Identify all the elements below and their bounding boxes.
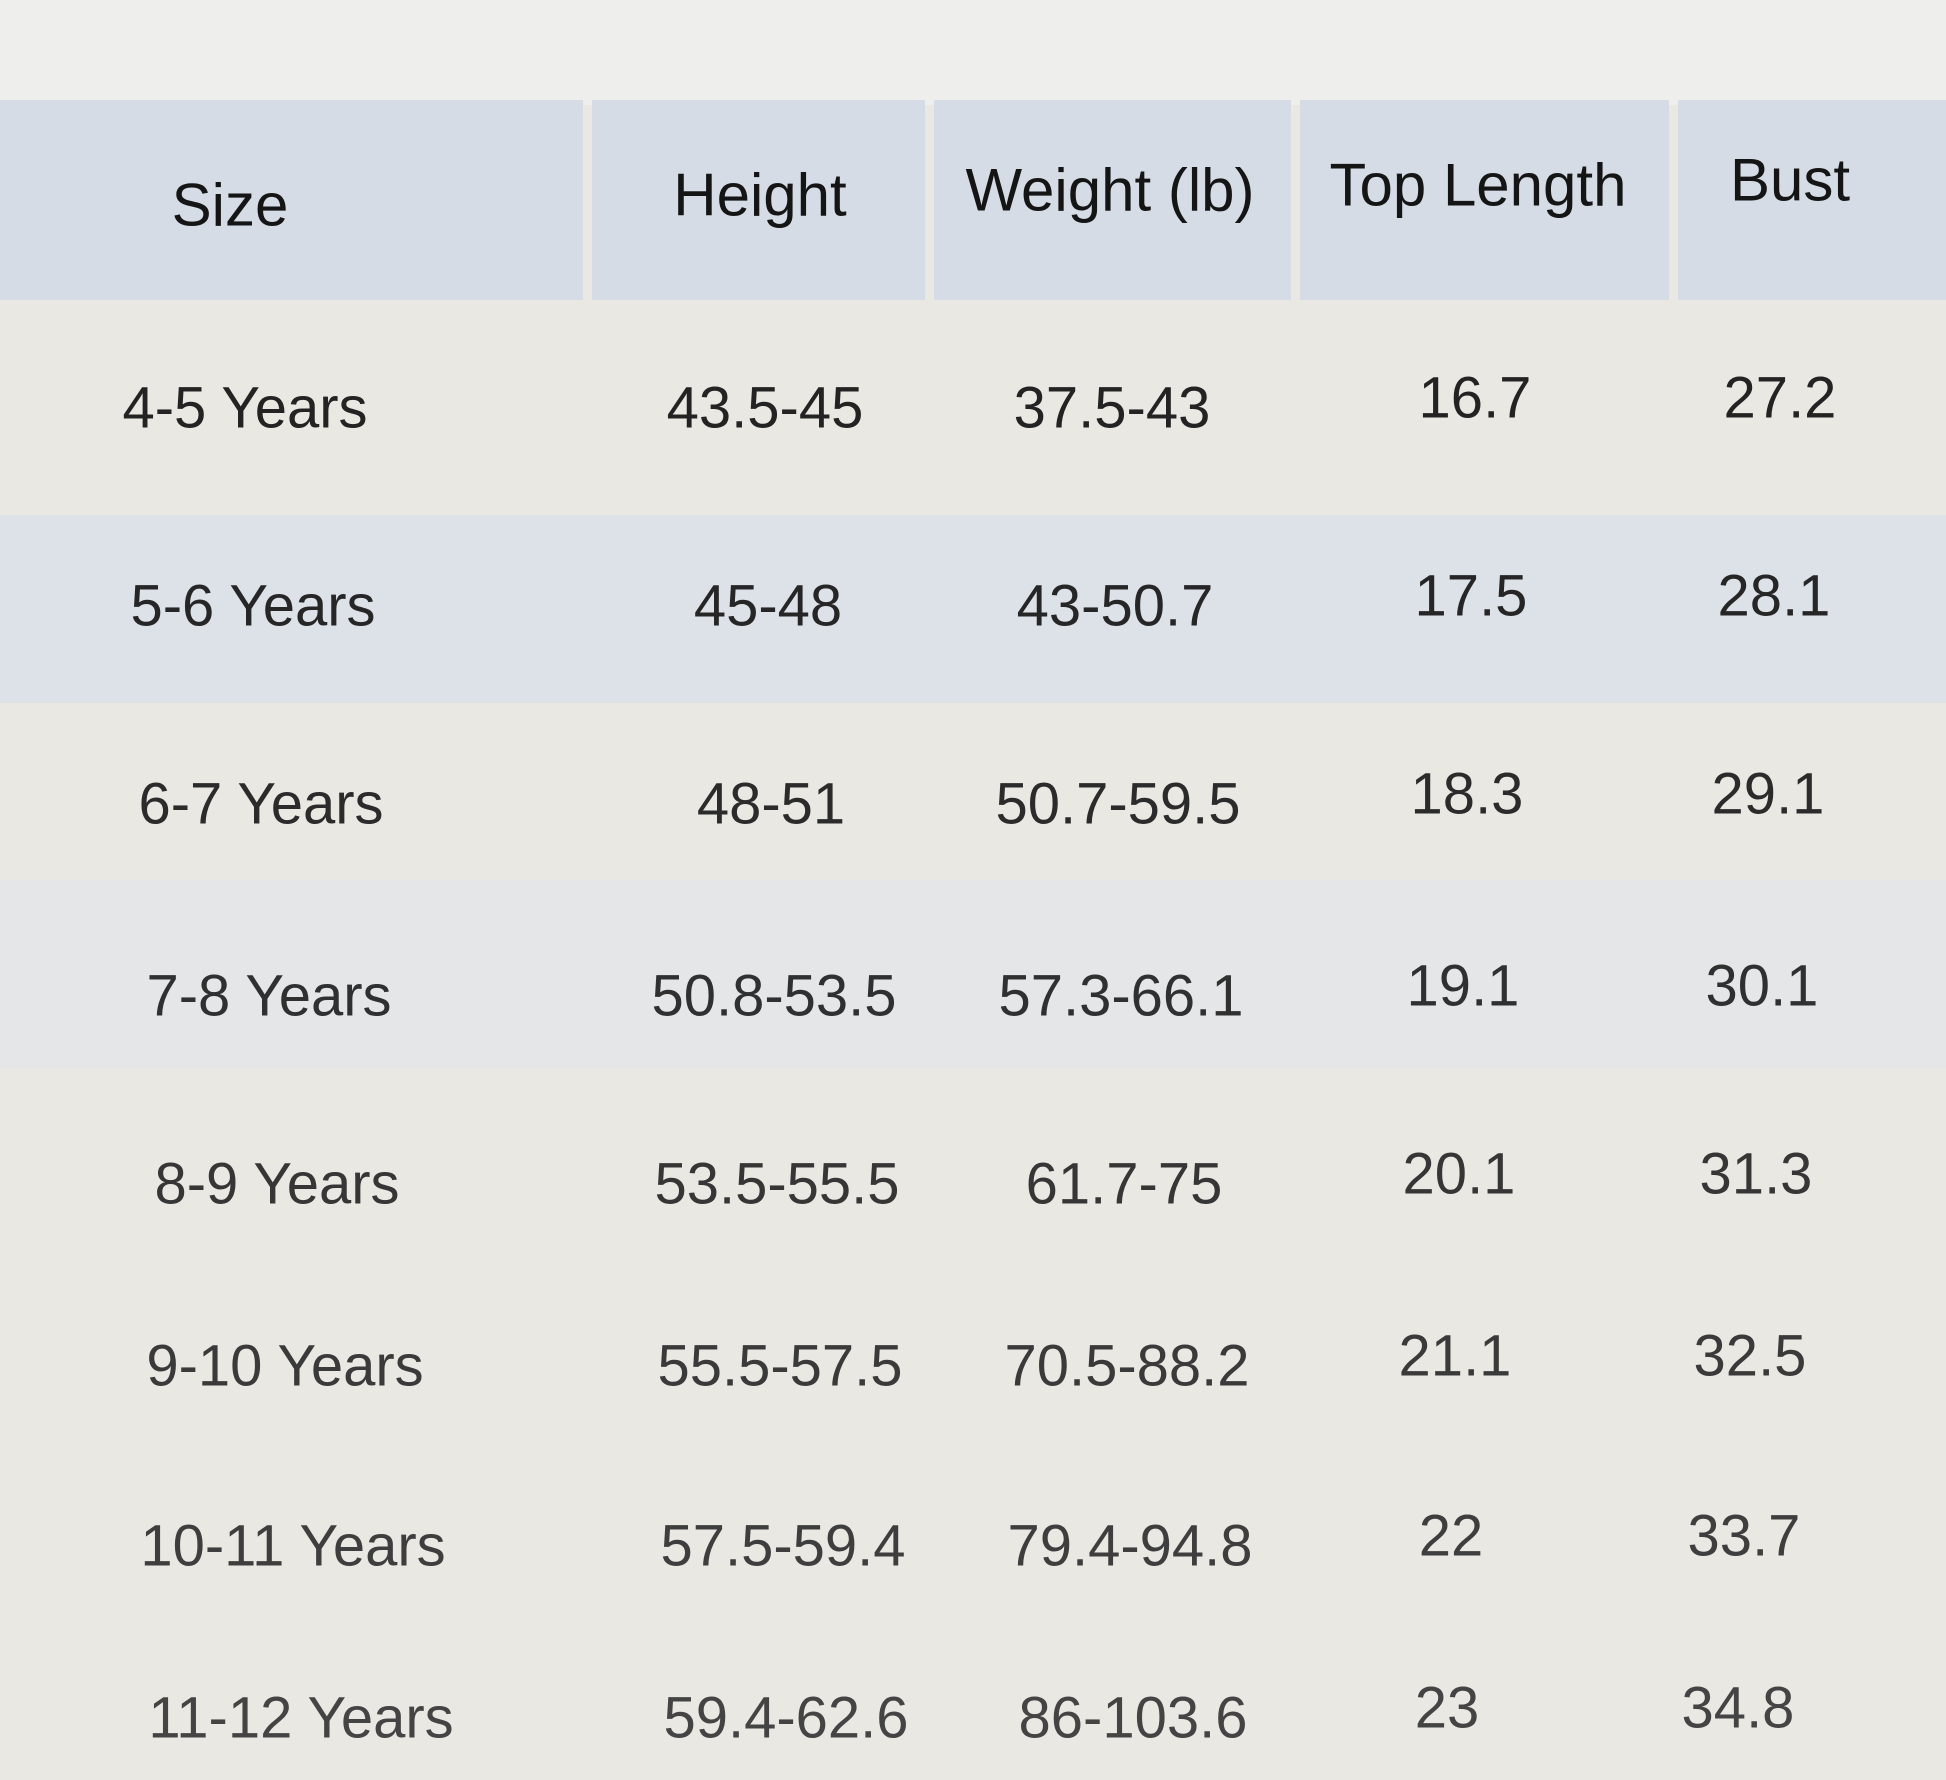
top-length-cell: 20.1 bbox=[1402, 1141, 1516, 1207]
screen-top-margin bbox=[0, 0, 1946, 105]
header-bg-height bbox=[592, 100, 925, 300]
row-band bbox=[0, 515, 1946, 703]
header-height: Height bbox=[673, 161, 847, 229]
header-weight: Weight (lb) bbox=[965, 156, 1255, 224]
header-top-length: Top Length bbox=[1329, 151, 1627, 219]
size-cell: 11-12 Years bbox=[148, 1685, 454, 1751]
weight-cell: 43-50.7 bbox=[1016, 573, 1214, 639]
header-bust: Bust bbox=[1729, 146, 1851, 214]
bust-cell: 27.2 bbox=[1723, 365, 1837, 431]
top-length-cell: 23 bbox=[1414, 1675, 1480, 1741]
header-size: Size bbox=[171, 171, 289, 239]
size-cell: 4-5 Years bbox=[122, 375, 368, 441]
size-cell: 10-11 Years bbox=[140, 1513, 446, 1579]
row-band bbox=[0, 880, 1946, 1068]
bust-cell: 28.1 bbox=[1717, 563, 1831, 629]
size-cell: 8-9 Years bbox=[154, 1151, 400, 1217]
bust-cell: 29.1 bbox=[1711, 761, 1825, 827]
bust-cell: 33.7 bbox=[1687, 1503, 1801, 1569]
weight-cell: 61.7-75 bbox=[1025, 1151, 1223, 1217]
weight-cell: 50.7-59.5 bbox=[995, 771, 1241, 837]
weight-cell: 37.5-43 bbox=[1013, 375, 1211, 441]
weight-cell: 79.4-94.8 bbox=[1007, 1513, 1253, 1579]
height-cell: 57.5-59.4 bbox=[660, 1513, 906, 1579]
height-cell: 43.5-45 bbox=[666, 375, 864, 441]
header-bg-size bbox=[0, 100, 583, 300]
weight-cell: 57.3-66.1 bbox=[998, 963, 1244, 1029]
size-cell: 5-6 Years bbox=[130, 573, 376, 639]
height-cell: 55.5-57.5 bbox=[657, 1333, 903, 1399]
weight-cell: 70.5-88.2 bbox=[1004, 1333, 1250, 1399]
top-length-cell: 16.7 bbox=[1418, 365, 1532, 431]
top-length-cell: 17.5 bbox=[1414, 563, 1528, 629]
weight-cell: 86-103.6 bbox=[1018, 1685, 1248, 1751]
height-cell: 45-48 bbox=[693, 573, 843, 639]
height-cell: 59.4-62.6 bbox=[663, 1685, 909, 1751]
height-cell: 53.5-55.5 bbox=[654, 1151, 900, 1217]
size-cell: 9-10 Years bbox=[146, 1333, 424, 1399]
top-length-cell: 19.1 bbox=[1406, 953, 1520, 1019]
bust-cell: 32.5 bbox=[1693, 1323, 1807, 1389]
header-bg-bust bbox=[1678, 100, 1946, 300]
top-length-cell: 22 bbox=[1418, 1503, 1484, 1569]
header-bg-top-length bbox=[1300, 100, 1669, 300]
bust-cell: 31.3 bbox=[1699, 1141, 1813, 1207]
header-bg-weight bbox=[934, 100, 1291, 300]
size-cell: 7-8 Years bbox=[146, 963, 392, 1029]
height-cell: 50.8-53.5 bbox=[651, 963, 897, 1029]
top-length-cell: 21.1 bbox=[1398, 1323, 1512, 1389]
height-cell: 48-51 bbox=[696, 771, 846, 837]
bust-cell: 30.1 bbox=[1705, 953, 1819, 1019]
size-cell: 6-7 Years bbox=[138, 771, 384, 837]
top-length-cell: 18.3 bbox=[1410, 761, 1524, 827]
bust-cell: 34.8 bbox=[1681, 1675, 1795, 1741]
